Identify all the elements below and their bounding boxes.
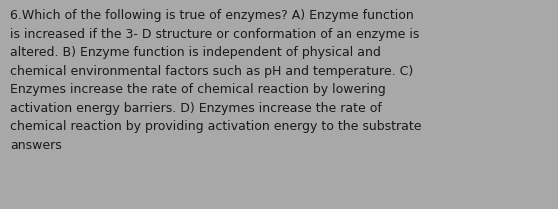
Text: 6.Which of the following is true of enzymes? A) Enzyme function
is increased if : 6.Which of the following is true of enzy… bbox=[10, 9, 421, 152]
